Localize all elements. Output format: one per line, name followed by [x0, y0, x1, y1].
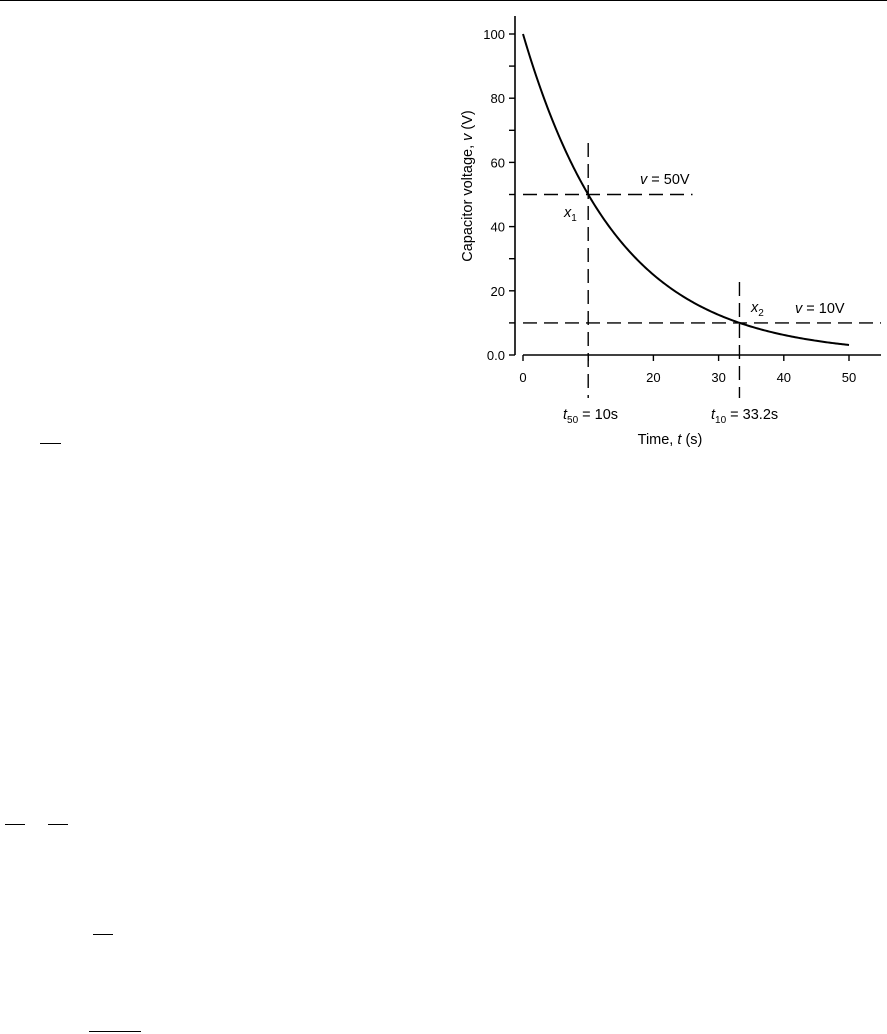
decay-curve: [522, 33, 850, 346]
y-tick-label: 40: [491, 220, 505, 235]
fraction-bar: [40, 443, 61, 444]
v10-label: v = 10V: [795, 301, 845, 317]
fraction-bar: [93, 934, 113, 935]
x-axis-title: Time, t (s): [638, 432, 703, 448]
x1-label: x1: [563, 205, 577, 224]
t10-label: t10 = 33.2s: [711, 407, 778, 426]
x-tick-label: 30: [711, 370, 725, 385]
y-tick-label: 60: [491, 155, 505, 170]
axes: [514, 16, 881, 356]
v50-label: v = 50V: [640, 172, 690, 188]
x-tick-label: 0: [519, 370, 526, 385]
fraction-bar: [5, 824, 25, 825]
y-tick-label: 0.0: [487, 348, 505, 363]
fraction-bar: [48, 824, 68, 825]
y-axis-title: Capacitor voltage, v (V): [460, 110, 476, 262]
y-tick-label: 100: [483, 27, 505, 42]
x-tick-label: 50: [842, 370, 856, 385]
guide-lines: [523, 143, 881, 398]
t50-label: t50 = 10s: [563, 407, 618, 426]
ticks: 0 20 30 40 50 0.0 20 40 60 80 100: [483, 27, 856, 385]
x-tick-label: 20: [646, 370, 660, 385]
y-tick-label: 80: [491, 91, 505, 106]
fraction-bar: [89, 1031, 141, 1032]
y-tick-label: 20: [491, 284, 505, 299]
page-top-rule: [0, 0, 887, 1]
x2-label: x2: [750, 300, 764, 319]
x-tick-label: 40: [777, 370, 791, 385]
